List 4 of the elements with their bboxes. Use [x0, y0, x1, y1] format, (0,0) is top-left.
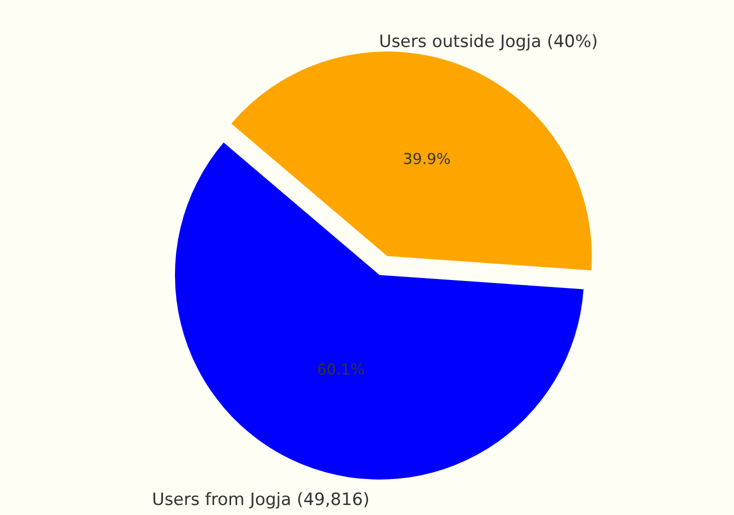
data-label: 39.9%	[402, 150, 451, 168]
slice-label: Users from Jogja (49,816)	[152, 490, 370, 510]
data-label: 60.1%	[317, 360, 365, 379]
slice-label: Users outside Jogja (40%)	[379, 32, 598, 52]
